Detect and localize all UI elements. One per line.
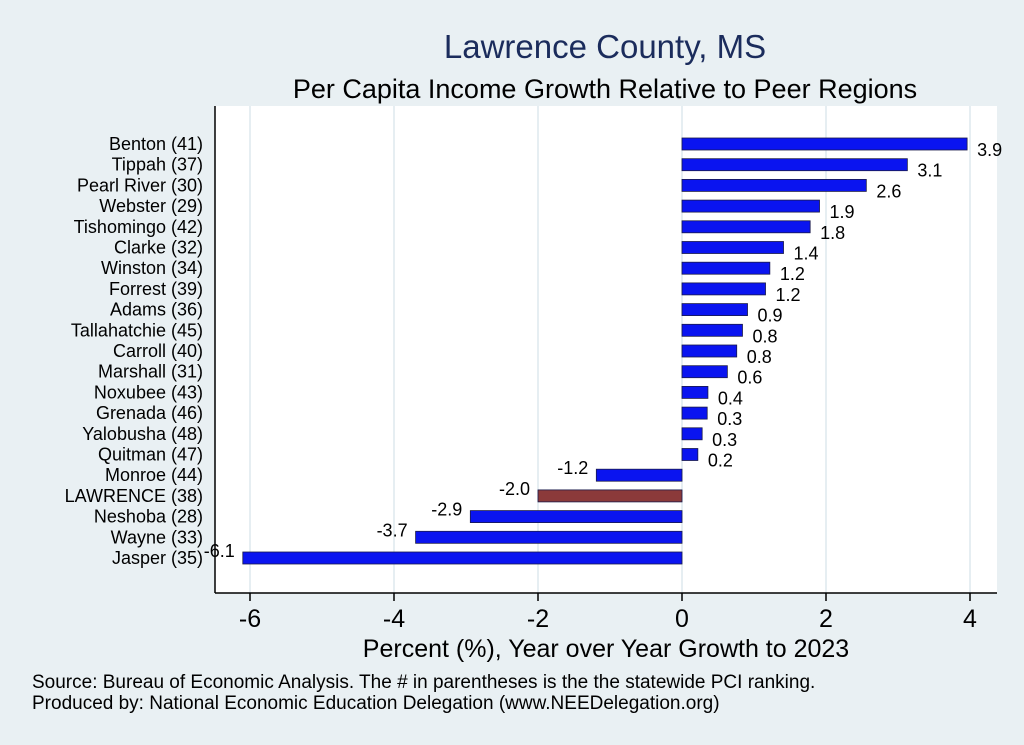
x-ticks: -6 -4 -2 0 2 4 (239, 593, 977, 633)
category-label: Carroll (40) (113, 341, 203, 361)
source-note: Source: Bureau of Economic Analysis. The… (32, 672, 816, 693)
value-label: 1.9 (830, 202, 855, 222)
x-tick-label: 4 (963, 605, 977, 633)
bars (242, 137, 968, 565)
value-label: -2.9 (431, 500, 462, 520)
category-label: Tippah (37) (112, 155, 203, 175)
category-label: Tallahatchie (45) (71, 320, 203, 340)
value-label: -3.7 (377, 520, 408, 540)
category-label: Clarke (32) (114, 238, 203, 258)
highlight-bar (537, 489, 683, 503)
bar (681, 344, 738, 358)
x-tick-label: 0 (675, 605, 689, 633)
bar (681, 303, 748, 317)
category-label: Marshall (31) (98, 362, 203, 382)
bar (681, 365, 728, 379)
bar (242, 551, 683, 565)
bar (681, 241, 784, 254)
value-label: 0.8 (752, 326, 777, 346)
bar (681, 178, 867, 192)
category-label: Wayne (33) (111, 527, 203, 547)
value-label: 1.8 (820, 223, 845, 243)
x-tick-label: -2 (527, 605, 549, 633)
category-labels: Benton (41)Tippah (37)Pearl River (30)We… (65, 134, 203, 568)
footer-notes: Source: Bureau of Economic Analysis. The… (32, 672, 815, 714)
category-label: Yalobusha (48) (82, 424, 203, 444)
value-label: 3.1 (917, 161, 942, 181)
value-label: 0.4 (718, 388, 743, 408)
bar (681, 427, 703, 441)
bar (681, 158, 908, 172)
value-label: 1.2 (780, 264, 805, 284)
value-label: 0.6 (737, 368, 762, 388)
bar (469, 510, 683, 524)
category-label: Forrest (39) (109, 279, 203, 299)
bar (681, 323, 743, 337)
bar (681, 220, 811, 234)
bar (415, 530, 683, 544)
value-label: 0.3 (717, 409, 742, 429)
x-axis-label: Percent (%), Year over Year Growth to 20… (363, 635, 849, 663)
category-label: Monroe (44) (105, 465, 203, 485)
value-label: -1.2 (557, 458, 588, 478)
category-label: Noxubee (43) (94, 382, 203, 402)
category-label: LAWRENCE (38) (65, 486, 203, 506)
category-label: Quitman (47) (98, 445, 203, 465)
category-label: Jasper (35) (112, 548, 203, 568)
bar (681, 406, 708, 420)
chart-subtitle: Per Capita Income Growth Relative to Pee… (292, 74, 918, 104)
producer-note: Produced by: National Economic Education… (32, 693, 720, 714)
value-label: 0.3 (712, 430, 737, 450)
x-tick-label: 2 (819, 605, 833, 633)
category-label: Neshoba (28) (94, 507, 203, 527)
category-label: Pearl River (30) (77, 175, 203, 195)
bar (681, 261, 771, 275)
value-label: 0.9 (758, 306, 783, 326)
axes (214, 106, 997, 594)
category-label: Benton (41) (109, 134, 203, 154)
value-labels: 3.93.12.61.91.81.41.21.20.90.80.80.60.40… (204, 140, 1002, 561)
category-label: Tishomingo (42) (74, 217, 203, 237)
chart-title: Lawrence County, MS (443, 28, 767, 65)
value-label: 0.8 (747, 347, 772, 367)
value-label: 3.9 (977, 140, 1002, 160)
value-label: 1.4 (794, 244, 819, 264)
x-tick-label: -4 (383, 605, 405, 633)
bar (681, 137, 968, 151)
category-label: Webster (29) (99, 196, 203, 216)
category-label: Grenada (46) (96, 403, 203, 423)
value-label: 1.2 (776, 285, 801, 305)
bar (681, 199, 820, 213)
bar (595, 468, 683, 482)
value-label: 2.6 (876, 181, 901, 201)
value-label: -2.0 (499, 479, 530, 499)
value-label: -6.1 (204, 541, 235, 561)
bar (681, 385, 709, 399)
category-label: Adams (36) (110, 300, 203, 320)
bar (681, 448, 699, 461)
value-label: 0.2 (708, 451, 733, 471)
x-tick-label: -6 (239, 605, 261, 633)
bar (681, 282, 766, 296)
category-label: Winston (34) (101, 258, 203, 278)
